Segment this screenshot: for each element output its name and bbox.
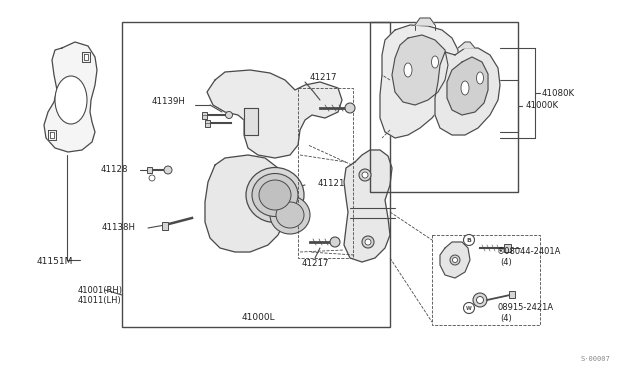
Polygon shape [207, 70, 342, 158]
Text: S·00007: S·00007 [580, 356, 610, 362]
Ellipse shape [252, 173, 298, 217]
Bar [147, 167, 152, 173]
Text: ®08044-2401A: ®08044-2401A [497, 247, 561, 257]
Polygon shape [244, 108, 258, 135]
Ellipse shape [270, 196, 310, 234]
Circle shape [330, 237, 340, 247]
Text: 41151M: 41151M [37, 257, 73, 266]
Circle shape [477, 296, 483, 304]
Circle shape [452, 257, 458, 263]
Text: 41080K: 41080K [542, 89, 575, 97]
Text: 41138H: 41138H [102, 224, 136, 232]
Bar [370, 22, 518, 192]
Ellipse shape [246, 167, 304, 222]
Circle shape [359, 169, 371, 181]
Polygon shape [44, 42, 97, 152]
Polygon shape [458, 42, 475, 48]
Circle shape [225, 112, 232, 119]
Text: 41000K: 41000K [526, 102, 559, 110]
Bar [509, 291, 515, 298]
Bar [432, 235, 540, 325]
Text: 41128: 41128 [100, 166, 128, 174]
Ellipse shape [477, 72, 483, 84]
Bar [504, 244, 511, 252]
Circle shape [463, 234, 474, 246]
Polygon shape [440, 242, 470, 278]
Text: 41121: 41121 [318, 179, 346, 187]
Polygon shape [50, 132, 54, 138]
Text: B: B [467, 237, 472, 243]
Polygon shape [48, 130, 56, 140]
Polygon shape [447, 57, 488, 115]
Polygon shape [205, 155, 288, 252]
Bar [202, 112, 207, 119]
Polygon shape [435, 48, 500, 135]
Circle shape [362, 172, 368, 178]
Polygon shape [392, 35, 448, 105]
Polygon shape [82, 52, 90, 62]
Polygon shape [344, 150, 392, 262]
Ellipse shape [431, 56, 438, 68]
Bar [162, 222, 168, 230]
Text: 41011(LH): 41011(LH) [78, 295, 122, 305]
Circle shape [473, 293, 487, 307]
Text: 08915-2421A: 08915-2421A [497, 304, 553, 312]
Polygon shape [84, 54, 88, 60]
Text: (4): (4) [500, 257, 512, 266]
Text: 41000L: 41000L [241, 314, 275, 323]
Bar [205, 119, 210, 126]
Text: (4): (4) [500, 314, 512, 323]
Ellipse shape [461, 81, 469, 95]
Ellipse shape [259, 180, 291, 210]
Ellipse shape [276, 202, 304, 228]
Circle shape [164, 166, 172, 174]
Text: 41217: 41217 [301, 260, 329, 269]
Polygon shape [415, 18, 435, 25]
Circle shape [345, 103, 355, 113]
Polygon shape [380, 25, 458, 138]
Ellipse shape [404, 63, 412, 77]
Circle shape [362, 236, 374, 248]
Text: 41139H: 41139H [151, 97, 185, 106]
Circle shape [365, 239, 371, 245]
Text: 41001(RH): 41001(RH) [78, 285, 123, 295]
Bar [298, 88, 353, 258]
Bar [122, 22, 390, 327]
Text: 41217: 41217 [310, 74, 337, 83]
Text: W: W [466, 305, 472, 311]
Circle shape [450, 255, 460, 265]
Circle shape [149, 175, 155, 181]
Circle shape [463, 302, 474, 314]
Ellipse shape [55, 76, 87, 124]
